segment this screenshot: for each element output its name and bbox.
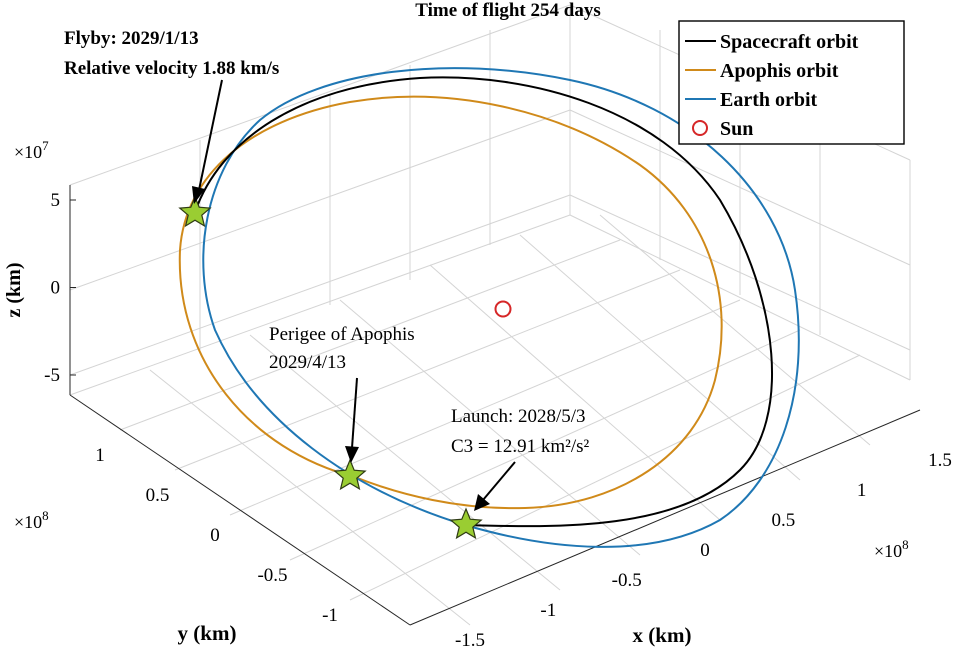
- x-tick-label: 0.5: [771, 510, 795, 531]
- y-tick-label: 1: [95, 445, 105, 466]
- legend: Spacecraft orbit Apophis orbit Earth orbit…: [678, 20, 905, 145]
- series-apophis-orbit: [178, 95, 723, 510]
- y-axis-label: y (km): [178, 621, 237, 645]
- z-axis-label: z (km): [3, 263, 25, 318]
- legend-label: Sun: [720, 118, 753, 140]
- flyby-annotation-line2: Relative velocity 1.88 km/s: [64, 58, 279, 79]
- legend-label: Apophis orbit: [720, 60, 839, 82]
- perigee-annotation-line1: Perigee of Apophis: [269, 324, 415, 345]
- legend-box: [678, 20, 905, 145]
- y-axis-line: [69, 394, 411, 626]
- y-tick-label: -1: [322, 605, 338, 626]
- z-tick-label: -5: [44, 365, 60, 386]
- x-tick-label: 0: [700, 540, 710, 561]
- annotation-arrows: [192, 79, 516, 511]
- launch-arrowhead: [474, 494, 490, 511]
- z-exponent: ×107: [14, 138, 49, 162]
- flyby-arrowhead: [192, 186, 205, 204]
- flyby-annotation-line1: Flyby: 2029/1/13: [64, 28, 199, 49]
- x-tick-labels: -1.5 -1 -0.5 0 0.5 1 1.5: [455, 450, 952, 651]
- perigee-arrowhead: [345, 446, 359, 463]
- axes: [69, 185, 921, 626]
- flyby-arrow: [198, 79, 223, 191]
- z-tick-label: 0: [51, 278, 61, 299]
- launch-annotation-line2: C3 = 12.91 km²/s²: [451, 436, 590, 457]
- x-exponent: ×108: [874, 537, 909, 561]
- y-tick-label: 0: [210, 525, 220, 546]
- legend-swatch: [692, 120, 708, 136]
- z-tick-labels: -5 0 5: [44, 190, 76, 386]
- perigee-star-marker: [333, 458, 367, 491]
- series-spacecraft-orbit: [194, 76, 773, 528]
- event-markers: [178, 195, 483, 540]
- launch-annotation-line1: Launch: 2028/5/3: [451, 406, 586, 427]
- y-tick-label: -0.5: [257, 565, 287, 586]
- x-tick-label: 1: [857, 480, 867, 501]
- chart-title: Time of flight 254 days: [415, 0, 600, 21]
- flyby-star-marker: [178, 195, 212, 228]
- x-tick-label: -1.5: [455, 630, 485, 651]
- legend-label: Spacecraft orbit: [720, 31, 859, 53]
- perigee-annotation-line2: 2029/4/13: [269, 352, 346, 373]
- sun-marker: [494, 300, 512, 318]
- x-tick-label: -1: [540, 600, 556, 621]
- y-tick-labels: -1 -0.5 0 0.5 1: [95, 445, 338, 626]
- x-axis-label: x (km): [633, 623, 692, 647]
- legend-label: Earth orbit: [720, 89, 818, 111]
- perigee-arrow: [351, 377, 358, 449]
- launch-star-marker: [449, 507, 483, 540]
- z-tick-label: 5: [51, 190, 61, 211]
- orbit-curves: [178, 67, 800, 548]
- launch-arrow: [482, 461, 516, 501]
- series-earth-orbit: [202, 67, 800, 548]
- x-tick-label: -0.5: [612, 570, 642, 591]
- x-axis-line: [409, 409, 921, 626]
- y-exponent: ×108: [14, 508, 49, 532]
- y-tick-label: 0.5: [146, 485, 170, 506]
- x-tick-label: 1.5: [928, 450, 952, 471]
